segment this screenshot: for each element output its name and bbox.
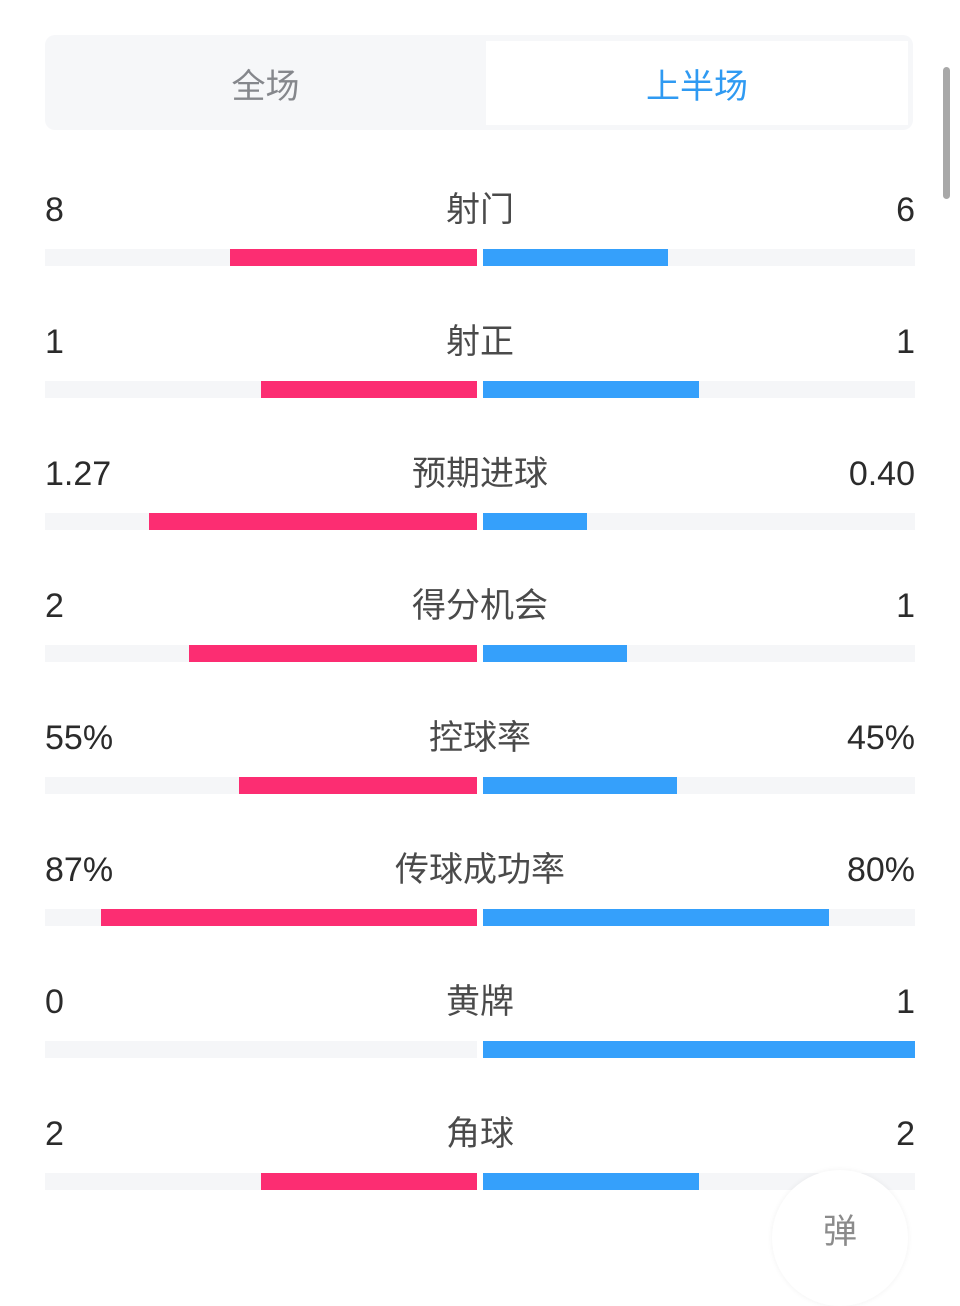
away-bar-fill [483, 381, 699, 398]
away-bar-fill [483, 1173, 699, 1190]
home-bar-track [45, 645, 477, 662]
home-value: 0 [45, 983, 64, 1021]
stat-label: 黄牌 [446, 983, 514, 1021]
home-value: 2 [45, 1115, 64, 1153]
stat-label: 角球 [446, 1115, 514, 1153]
stat-row: 8 射门 6 [45, 190, 915, 290]
stat-row: 0 黄牌 1 [45, 982, 915, 1082]
away-bar-fill [483, 1041, 915, 1058]
away-value: 1 [896, 323, 915, 361]
home-bar-fill [261, 1173, 477, 1190]
home-bar-track [45, 777, 477, 794]
stat-label: 控球率 [429, 719, 531, 757]
away-value: 2 [896, 1115, 915, 1153]
home-bar-track [45, 381, 477, 398]
away-bar-track [483, 645, 915, 662]
home-bar-fill [261, 381, 477, 398]
away-bar-track [483, 777, 915, 794]
stat-label: 预期进球 [412, 455, 548, 493]
away-bar-fill [483, 513, 587, 530]
stat-label: 得分机会 [412, 587, 548, 625]
stat-label: 射正 [446, 323, 514, 361]
home-bar-track [45, 1173, 477, 1190]
home-bar-track [45, 909, 477, 926]
stat-row: 1 射正 1 [45, 322, 915, 422]
stat-label: 射门 [446, 191, 514, 229]
home-value: 55% [45, 719, 114, 757]
home-value: 8 [45, 191, 64, 229]
home-bar-fill [230, 249, 477, 266]
away-bar-fill [483, 645, 627, 662]
away-bar-track [483, 381, 915, 398]
stat-row: 55% 控球率 45% [45, 718, 915, 818]
home-bar-fill [101, 909, 477, 926]
away-value: 6 [896, 191, 915, 229]
home-bar-track [45, 249, 477, 266]
home-bar-fill [188, 645, 477, 662]
home-value: 1.27 [45, 455, 112, 493]
away-value: 80% [846, 851, 915, 889]
away-value: 1 [896, 587, 915, 625]
home-bar-fill [148, 513, 477, 530]
scrollbar[interactable] [943, 67, 950, 199]
floating-button[interactable]: 弹 [772, 1170, 908, 1306]
away-bar-fill [483, 909, 829, 926]
stat-row: 1.27 预期进球 0.40 [45, 454, 915, 554]
stat-row: 2 得分机会 1 [45, 586, 915, 686]
away-bar-fill [483, 249, 669, 266]
away-bar-track [483, 909, 915, 926]
tab-first-half[interactable]: 上半场 [486, 41, 908, 125]
home-bar-track [45, 513, 477, 530]
home-bar-fill [239, 777, 477, 794]
floating-button-label: 弹 [823, 1213, 857, 1251]
away-bar-fill [483, 777, 678, 794]
away-bar-track [483, 513, 915, 530]
stat-label: 传球成功率 [395, 851, 565, 889]
home-value: 87% [45, 851, 114, 889]
away-bar-track [483, 249, 915, 266]
away-value: 45% [846, 719, 915, 757]
home-value: 2 [45, 587, 64, 625]
away-bar-track [483, 1041, 915, 1058]
home-bar-track [45, 1041, 477, 1058]
tab-full-match[interactable]: 全场 [231, 67, 300, 106]
stat-row: 87% 传球成功率 80% [45, 850, 915, 950]
away-value: 1 [896, 983, 915, 1021]
period-tabs: 全场 上半场 [45, 35, 913, 130]
away-value: 0.40 [848, 455, 915, 493]
home-value: 1 [45, 323, 64, 361]
